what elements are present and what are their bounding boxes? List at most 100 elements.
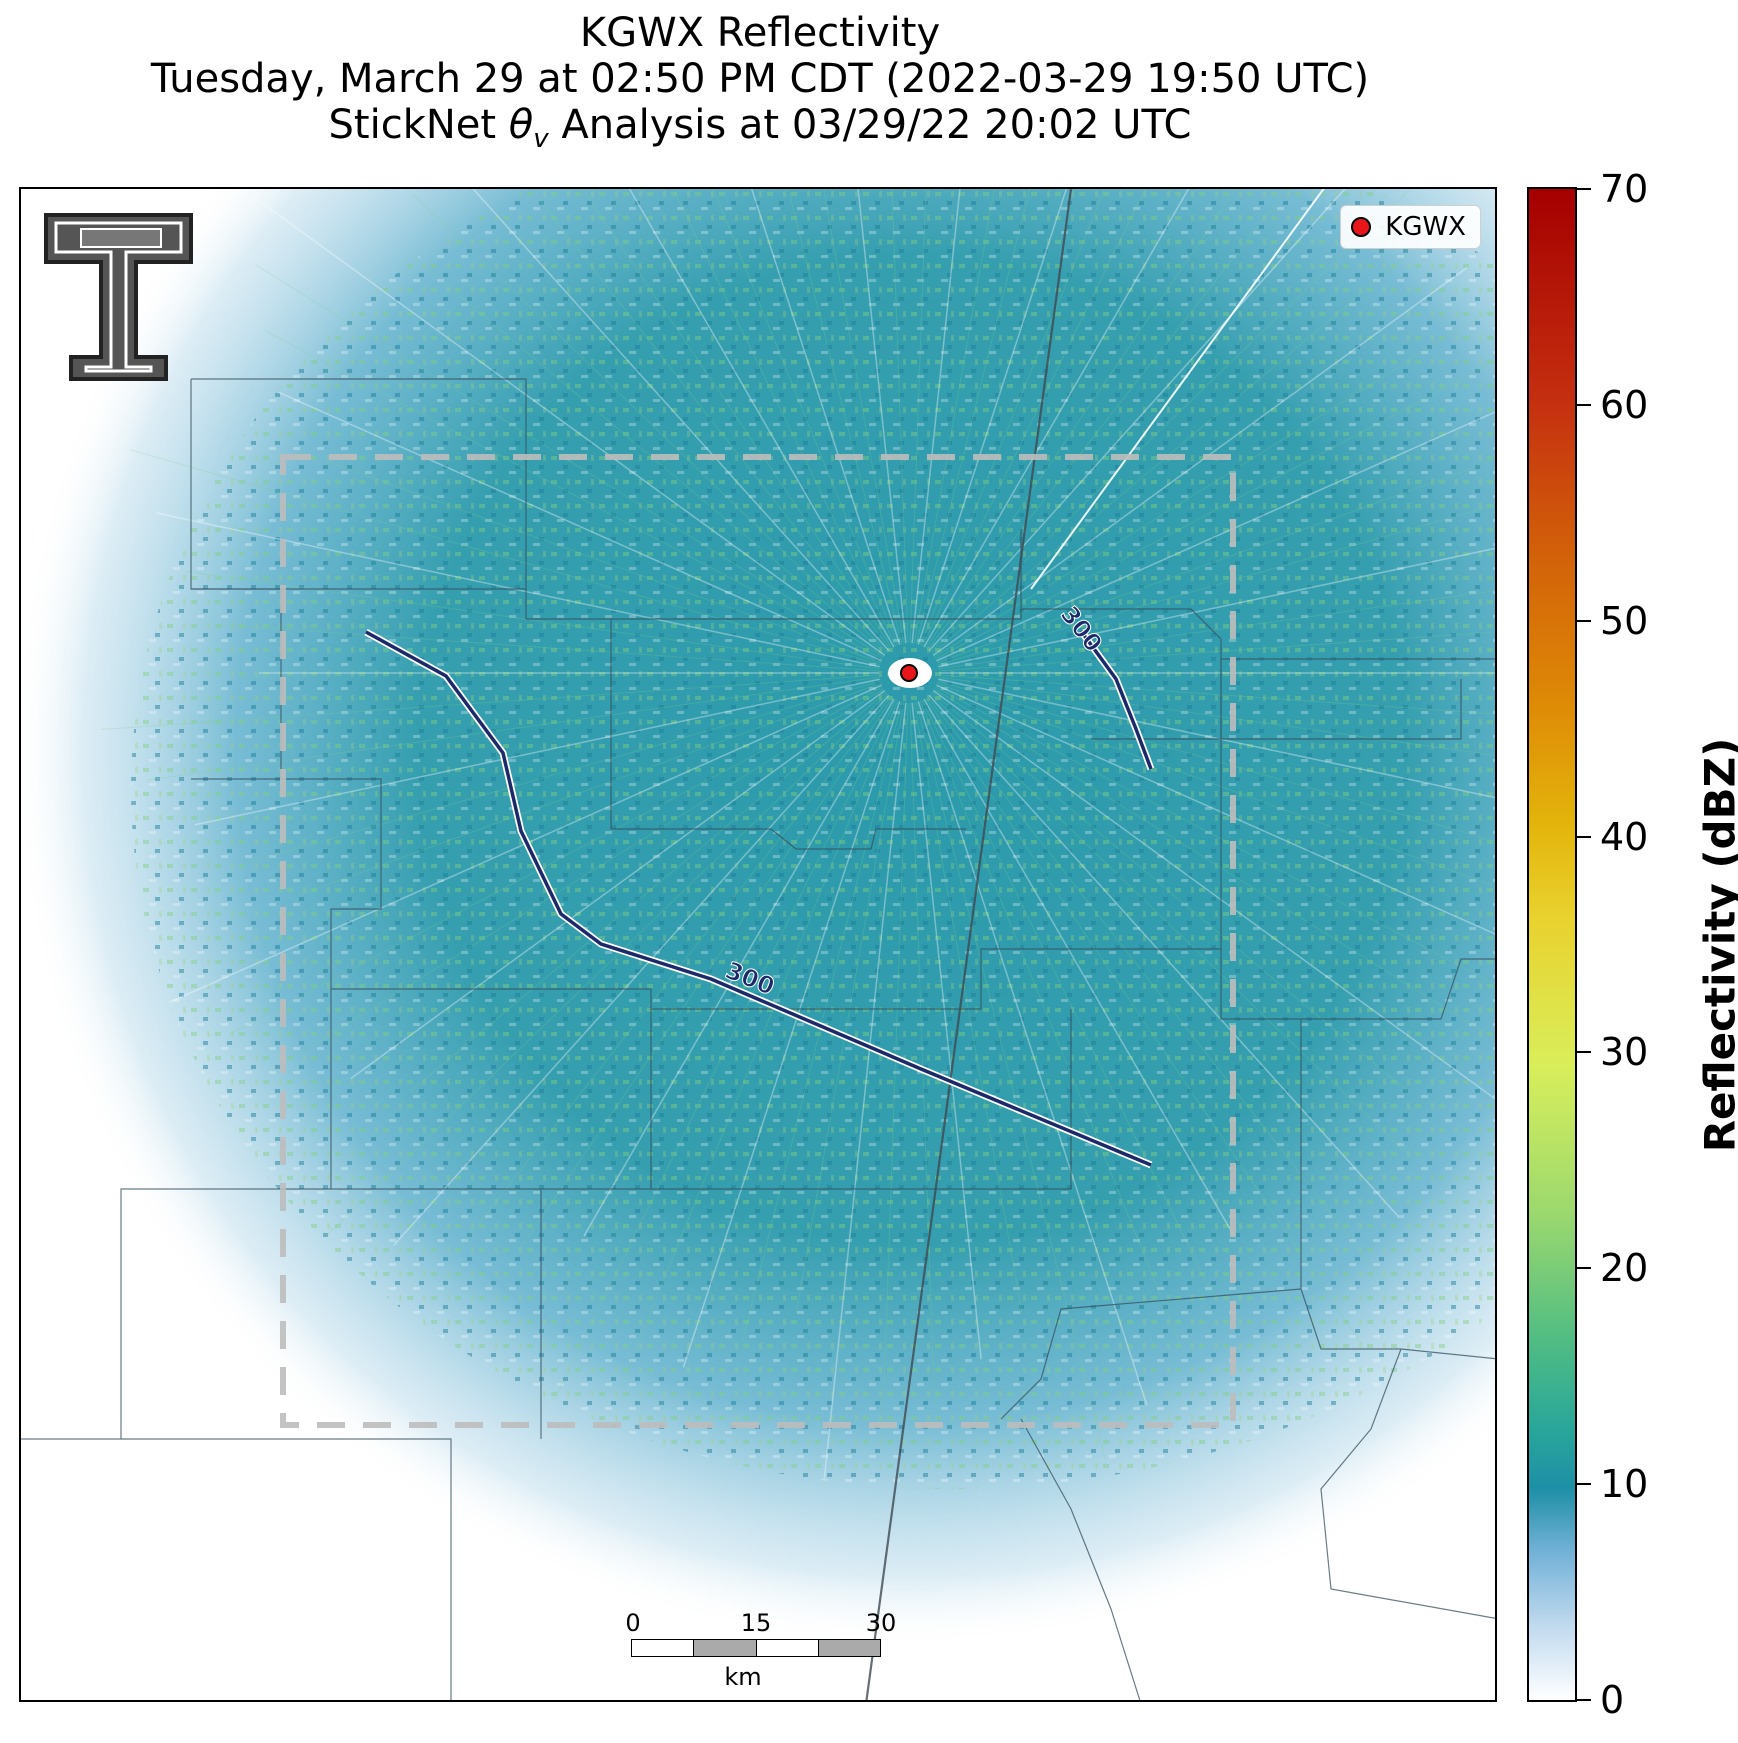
radial-spoke [823, 189, 905, 644]
radial-spoke [583, 698, 895, 1237]
scale-seg [818, 1640, 880, 1656]
radial-spokes [100, 189, 1495, 1479]
map-legend: KGWX [1340, 205, 1481, 249]
radial-spoke [925, 697, 1363, 1345]
radial-spoke [522, 697, 893, 1246]
radial-spoke [936, 684, 1495, 935]
colorbar-tick-label: 50 [1600, 598, 1649, 643]
radial-spoke [930, 189, 1411, 653]
radial-spoke [938, 631, 1495, 672]
radial-spoke [672, 189, 897, 647]
radial-spoke [410, 691, 887, 1092]
contour-line-main-core [365, 630, 1152, 1167]
radial-spoke [927, 189, 1288, 650]
radial-spoke [915, 189, 1031, 645]
scale-bar: 0 15 30 km [625, 1609, 896, 1691]
colorbar-tick-mark [1577, 835, 1591, 838]
radial-spoke [194, 678, 880, 826]
radial-spoke [682, 701, 901, 1368]
title-line-2: Tuesday, March 29 at 02:50 PM CDT (2022-… [150, 56, 1370, 102]
scale-seg [694, 1640, 757, 1656]
theta-subscript: v [533, 124, 549, 154]
radial-spoke [100, 674, 880, 731]
radial-spoke [938, 674, 1495, 715]
radial-spoke [913, 702, 1023, 1314]
radial-spoke [712, 189, 899, 646]
radial-spoke [936, 411, 1495, 662]
radial-spoke [881, 702, 909, 1443]
radial-spoke [620, 700, 899, 1388]
radial-spoke [787, 189, 903, 645]
colorbar-tick-label: 0 [1600, 1678, 1625, 1722]
highway-line [865, 189, 1073, 1700]
radial-spoke [553, 699, 897, 1402]
radial-spoke [928, 694, 1399, 1216]
colorbar-label: Reflectivity (dBZ) [1695, 737, 1738, 1153]
radial-spoke [911, 702, 982, 1360]
radial-spoke [928, 189, 1346, 652]
colorbar-tick-label: 70 [1600, 167, 1649, 211]
radial-spoke [937, 504, 1495, 666]
radial-spoke [472, 189, 890, 652]
radial-spoke [891, 189, 909, 644]
radial-spoke [909, 189, 927, 644]
legend-label: KGWX [1385, 212, 1466, 242]
radial-spoke [530, 189, 891, 650]
radial-spoke [919, 189, 1106, 646]
radial-spoke [393, 694, 890, 1246]
kgwx-site-marker [900, 664, 918, 682]
radial-spoke [915, 701, 1106, 1460]
radial-spoke [911, 189, 961, 644]
colorbar-tick-mark [1577, 188, 1591, 190]
colorbar-tick-mark [1577, 403, 1591, 406]
radial-spoke [934, 688, 1495, 1040]
radial-spoke [130, 449, 881, 666]
radial-spoke [155, 512, 880, 668]
radial-spoke [278, 391, 882, 662]
title-line-1: KGWX Reflectivity [579, 10, 941, 56]
radial-spoke [741, 701, 903, 1343]
scale-unit: km [724, 1663, 762, 1691]
radial-spoke [245, 680, 881, 864]
scale-tick-15: 15 [740, 1609, 772, 1637]
radial-spoke [857, 189, 907, 644]
legend-marker [1351, 217, 1372, 237]
radial-spoke [581, 189, 893, 649]
scale-seg [632, 1640, 695, 1656]
radial-spoke [909, 702, 935, 1403]
colorbar-tick-label: 60 [1600, 382, 1649, 427]
title-line-3: StickNet θv Analysis at 03/29/22 20:02 U… [0, 102, 1520, 162]
echo-texture [131, 189, 1495, 1489]
radial-spoke [932, 690, 1495, 1100]
colorbar-tick-mark [1577, 1051, 1591, 1054]
radial-spoke [146, 676, 880, 781]
radial-spoke [628, 189, 895, 648]
colorbar-tick-mark [1577, 1267, 1591, 1270]
radial-spoke [220, 624, 880, 672]
radial-spoke [795, 702, 905, 1314]
title-line-3-prefix: StickNet [328, 102, 509, 148]
radial-spoke [913, 189, 995, 644]
radial-spoke [264, 329, 883, 660]
radial-spoke [923, 189, 1190, 648]
radial-spoke [930, 693, 1406, 1153]
radial-spoke [938, 678, 1495, 799]
radial-spoke [186, 570, 880, 670]
radial-spoke [917, 189, 1068, 645]
colorbar-tick-label: 30 [1600, 1030, 1649, 1075]
radial-spoke [298, 682, 881, 896]
radial-spoke [923, 698, 1235, 1237]
radial-spoke [253, 196, 886, 656]
radial-spoke [927, 696, 1384, 1281]
radial-spoke [459, 696, 891, 1249]
radial-spoke [917, 701, 1148, 1406]
colorbar-tick-label: 40 [1600, 814, 1649, 859]
radial-spoke [931, 691, 1408, 1092]
radial-spoke [919, 700, 1183, 1351]
analysis-domain-box [280, 454, 1236, 1428]
radial-spoke [921, 189, 1146, 647]
radial-spoke [412, 193, 888, 653]
radial-spoke [932, 266, 1468, 656]
radial-spoke [325, 693, 888, 1237]
radial-spoke [938, 590, 1495, 670]
